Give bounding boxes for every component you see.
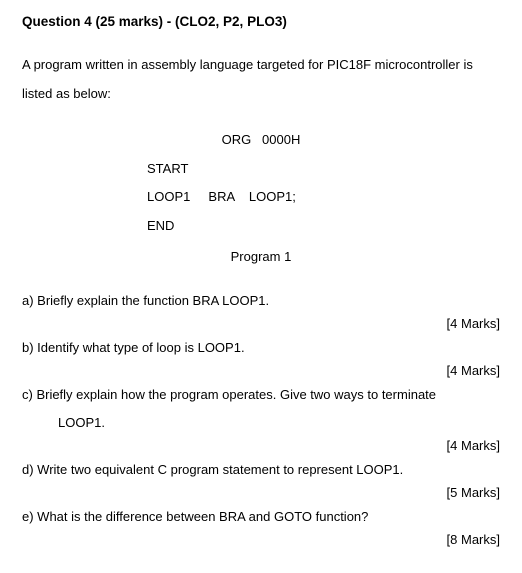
- marks-a: [4 Marks]: [22, 316, 500, 331]
- marks-c: [4 Marks]: [22, 438, 500, 453]
- code-line-loop: LOOP1 BRA LOOP1;: [22, 183, 500, 212]
- question-a: a) Briefly explain the function BRA LOOP…: [22, 288, 500, 314]
- code-caption: Program 1: [22, 249, 500, 264]
- code-line-start: START: [22, 155, 500, 184]
- question-d: d) Write two equivalent C program statem…: [22, 457, 500, 483]
- marks-e: [8 Marks]: [22, 532, 500, 547]
- question-e: e) What is the difference between BRA an…: [22, 504, 500, 530]
- code-line-end: END: [22, 212, 500, 241]
- marks-d: [5 Marks]: [22, 485, 500, 500]
- marks-b: [4 Marks]: [22, 363, 500, 378]
- question-b: b) Identify what type of loop is LOOP1.: [22, 335, 500, 361]
- code-listing: ORG 0000H START LOOP1 BRA LOOP1; END: [22, 126, 500, 240]
- question-c: c) Briefly explain how the program opera…: [22, 382, 500, 408]
- intro-paragraph: A program written in assembly language t…: [22, 51, 500, 108]
- code-line-org: ORG 0000H: [22, 126, 500, 155]
- question-title: Question 4 (25 marks) - (CLO2, P2, PLO3): [22, 14, 500, 29]
- question-c-cont: LOOP1.: [22, 410, 500, 436]
